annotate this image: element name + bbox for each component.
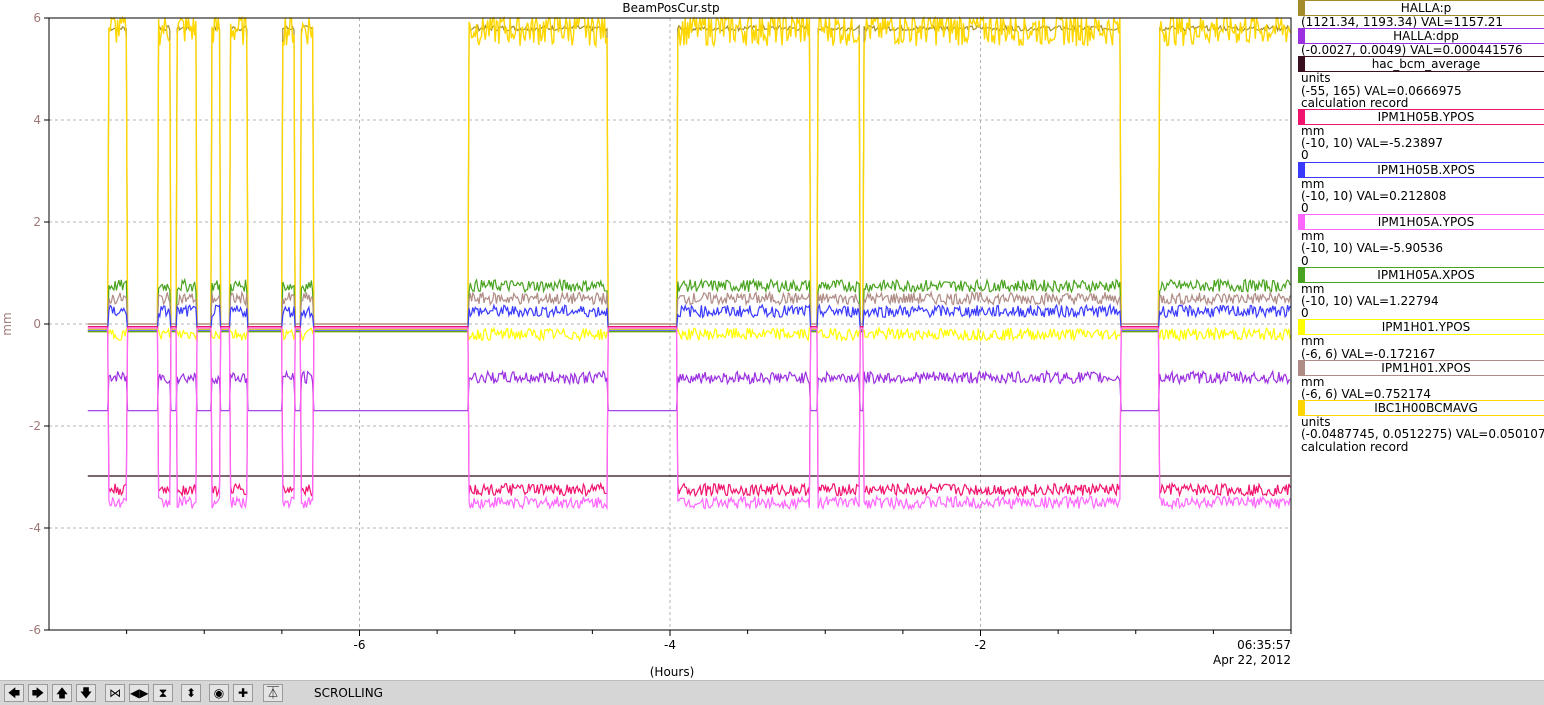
- series-line-ipm1h01-xpos: [87, 290, 1291, 325]
- series-line-ipm1h05a-ypos: [87, 327, 1291, 511]
- legend-detail-line: 0: [1301, 253, 1309, 268]
- y-tick-label: 0: [33, 317, 41, 331]
- legend-panel: HALLA:p (1121.34, 1193.34) VAL=1157.21 HAL…: [1296, 0, 1544, 453]
- series-line-ibc1h00bcmavg: [87, 15, 1291, 333]
- x-tick-label: -2: [975, 638, 987, 652]
- y-tick-label: -4: [29, 521, 41, 535]
- legend-series-name: hac_bcm_average: [1298, 56, 1544, 73]
- scroll-right-button[interactable]: 🡆: [28, 684, 48, 702]
- scroll-mode-status: SCROLLING: [314, 686, 383, 700]
- legend-entry: IPM1H01.YPOS mm (-6, 6) VAL=-0.172167: [1296, 319, 1544, 361]
- legend-entry: IBC1H00BCMAVG units (-0.0487745, 0.0512275…: [1296, 400, 1544, 453]
- legend-series-name: IPM1H05B.XPOS: [1298, 161, 1544, 178]
- legend-series-name: IPM1H01.XPOS: [1298, 359, 1544, 376]
- legend-entry: IPM1H05B.YPOS mm (-10, 10) VAL=-5.23897 0: [1296, 109, 1544, 162]
- legend-series-name: HALLA:dpp: [1298, 28, 1544, 45]
- legend-entry: IPM1H05A.YPOS mm (-10, 10) VAL=-5.90536 0: [1296, 214, 1544, 267]
- end-date-label: Apr 22, 2012: [1213, 653, 1291, 667]
- legend-series-name: IPM1H05A.YPOS: [1298, 214, 1544, 231]
- series-line-ipm1h05b-ypos: [87, 326, 1291, 498]
- reset-button[interactable]: ◉: [209, 684, 229, 702]
- legend-detail-line: (-10, 10) VAL=0.212808: [1301, 188, 1447, 203]
- series-line-halla-p: [87, 23, 1291, 325]
- legend-entry: HALLA:dpp (-0.0027, 0.0049) VAL=0.0004415…: [1296, 28, 1544, 56]
- x-tick-label: -6: [354, 638, 366, 652]
- legend-detail-line: units: [1301, 415, 1331, 430]
- legend-entry: IPM1H05B.XPOS mm (-10, 10) VAL=0.212808 0: [1296, 161, 1544, 216]
- zoom-out-x-button[interactable]: ◀▶: [129, 684, 149, 702]
- legend-detail-line: (-55, 165) VAL=0.0666975: [1301, 83, 1462, 98]
- series-lines: [87, 15, 1291, 511]
- y-tick-label: 2: [33, 215, 41, 229]
- legend-detail-line: mm: [1301, 176, 1325, 191]
- toolbar: SCROLLING 🡄 🡆 🡅 🡇 ⋈ ◀▶ ⧗ ⬍ ◉ ✚ ⏄: [0, 680, 1544, 705]
- end-time-label: 06:35:57: [1237, 638, 1291, 652]
- legend-detail-line: (-0.0027, 0.0049) VAL=0.000441576: [1301, 43, 1523, 58]
- scroll-left-button[interactable]: 🡄: [4, 684, 24, 702]
- y-tick-label: -6: [29, 623, 41, 637]
- legend-detail-line: calculation record: [1301, 439, 1409, 454]
- legend-series-name: IPM1H05A.XPOS: [1298, 266, 1544, 283]
- legend-entry: IPM1H01.XPOS mm (-6, 6) VAL=0.752174: [1296, 359, 1544, 402]
- series-line-ipm1h01-ypos: [87, 325, 1291, 343]
- series-line-ipm1h05b-xpos: [87, 303, 1291, 331]
- legend-detail-line: mm: [1301, 334, 1325, 349]
- legend-detail-line: 0: [1301, 148, 1309, 163]
- legend-entry: HALLA:p (1121.34, 1193.34) VAL=1157.21: [1296, 0, 1544, 28]
- legend-detail-line: (-6, 6) VAL=0.752174: [1301, 387, 1432, 402]
- legend-entry: hac_bcm_average units (-55, 165) VAL=0.066…: [1296, 56, 1544, 109]
- legend-detail-line: (1121.34, 1193.34) VAL=1157.21: [1301, 15, 1504, 29]
- legend-series-name: IPM1H05B.YPOS: [1298, 109, 1544, 126]
- legend-detail-line: mm: [1301, 229, 1325, 244]
- y-tick-label: 6: [33, 11, 41, 25]
- series-line-halla-dpp: [87, 369, 1291, 412]
- chart-title: BeamPosCur.stp: [622, 1, 719, 15]
- zoom-in-y-button[interactable]: ⧗: [153, 684, 173, 702]
- axes: -6 -4 -2 0 2 4 6 -6 -4 -2: [29, 11, 1292, 652]
- chart-plot[interactable]: BeamPosCur.stp -6 -4 -2 0 2 4 6 -6 -4 -2 mm (Hour…: [0, 0, 1296, 680]
- legend-detail-line: (-10, 10) VAL=-5.23897: [1301, 136, 1444, 151]
- legend-series-name: IPM1H01.YPOS: [1298, 319, 1544, 336]
- legend-detail-line: (-0.0487745, 0.0512275) VAL=0.0501072: [1301, 427, 1544, 442]
- legend-detail-line: (-6, 6) VAL=-0.172167: [1301, 346, 1436, 361]
- legend-detail-line: 0: [1301, 201, 1309, 216]
- add-button[interactable]: ✚: [233, 684, 253, 702]
- y-tick-label: -2: [29, 419, 41, 433]
- zoom-in-x-button[interactable]: ⋈: [105, 684, 125, 702]
- scroll-up-button[interactable]: 🡅: [52, 684, 72, 702]
- scroll-down-button[interactable]: 🡇: [76, 684, 96, 702]
- legend-series-name: HALLA:p: [1298, 0, 1544, 16]
- legend-detail-line: (-10, 10) VAL=1.22794: [1301, 294, 1439, 309]
- series-line-ipm1h05a-xpos: [87, 277, 1291, 333]
- x-tick-label: -4: [664, 638, 676, 652]
- legend-detail-line: mm: [1301, 281, 1325, 296]
- legend-detail-line: units: [1301, 71, 1331, 86]
- zoom-out-y-button[interactable]: ⬍: [181, 684, 201, 702]
- toggle-style-button[interactable]: ⏄: [263, 684, 283, 702]
- y-tick-label: 4: [33, 113, 41, 127]
- legend-detail-line: mm: [1301, 124, 1325, 139]
- legend-detail-line: mm: [1301, 374, 1325, 389]
- y-axis-label: mm: [0, 312, 14, 335]
- legend-series-name: IBC1H00BCMAVG: [1298, 400, 1544, 417]
- legend-detail-line: (-10, 10) VAL=-5.90536: [1301, 241, 1444, 256]
- legend-entry: IPM1H05A.XPOS mm (-10, 10) VAL=1.22794 0: [1296, 266, 1544, 321]
- x-axis-label: (Hours): [650, 665, 695, 679]
- legend-detail-line: calculation record: [1301, 95, 1409, 110]
- legend-detail-line: 0: [1301, 306, 1309, 321]
